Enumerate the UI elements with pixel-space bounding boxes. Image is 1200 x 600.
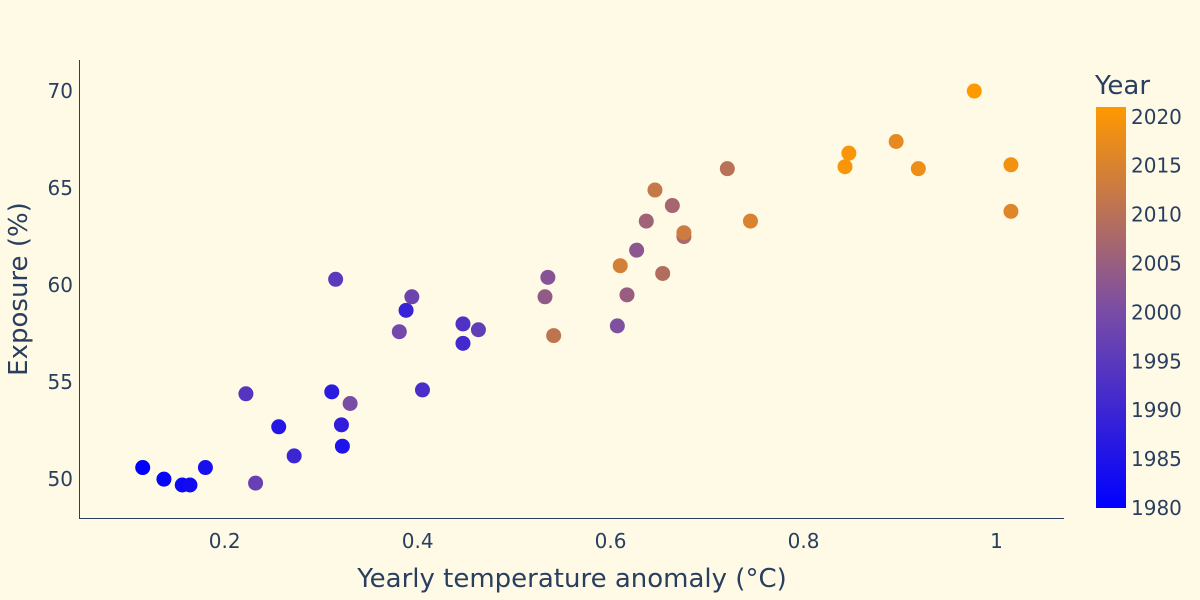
scatter-point — [333, 417, 349, 433]
scatter-point — [197, 460, 213, 476]
x-axis-title: Yearly temperature anomaly (°C) — [356, 564, 787, 594]
scatter-point — [619, 287, 635, 303]
scatter-point — [638, 213, 654, 229]
scatter-point — [537, 289, 553, 305]
scatter-point — [966, 83, 982, 99]
scatter-point — [629, 242, 645, 258]
scatter-point — [841, 145, 857, 161]
scatter-point — [719, 161, 735, 177]
x-axis-ticks: 0.2 0.4 0.6 0.8 1 — [209, 529, 1003, 553]
scatter-point — [271, 419, 287, 435]
y-tick-label: 50 — [48, 467, 73, 491]
scatter-point — [238, 386, 254, 402]
scatter-point — [742, 213, 758, 229]
scatter-point — [324, 384, 340, 400]
x-tick-label: 1 — [990, 529, 1003, 553]
colorbar-tick-label: 2000 — [1131, 300, 1182, 324]
colorbar-tick-label: 2015 — [1131, 154, 1182, 178]
x-tick-label: 0.8 — [788, 529, 820, 553]
x-tick-label: 0.4 — [402, 529, 434, 553]
colorbar-tick-label: 1985 — [1131, 447, 1182, 471]
scatter-point — [182, 477, 198, 493]
x-tick-label: 0.2 — [209, 529, 241, 553]
colorbar-tick-label: 2020 — [1131, 105, 1182, 129]
scatter-point — [655, 265, 671, 281]
y-tick-label: 60 — [48, 273, 73, 297]
scatter-point — [888, 134, 904, 150]
scatter-point — [1003, 157, 1019, 173]
scatter-point — [328, 271, 344, 287]
y-tick-label: 65 — [48, 176, 73, 200]
colorbar-tick-label: 1990 — [1131, 398, 1182, 422]
scatter-point — [135, 460, 151, 476]
scatter-point — [455, 316, 471, 332]
scatter-point — [398, 302, 414, 318]
y-axis-title: Exposure (%) — [4, 202, 34, 376]
scatter-point — [404, 289, 420, 305]
y-axis-ticks: 50 55 60 65 70 — [48, 79, 73, 491]
scatter-point — [334, 438, 350, 454]
scatter-point — [286, 448, 302, 464]
colorbar-ticks: 1980 1985 1990 1995 2000 2005 2010 2015 2020 — [1131, 105, 1182, 520]
colorbar-tick-label: 2010 — [1131, 203, 1182, 227]
scatter-point — [156, 471, 172, 487]
scatter-points — [135, 83, 1019, 493]
colorbar — [1096, 107, 1126, 508]
scatter-point — [391, 324, 407, 340]
scatter-point — [647, 182, 663, 198]
scatter-point — [342, 396, 358, 411]
scatter-point — [455, 335, 471, 351]
y-tick-label: 55 — [48, 370, 73, 394]
scatter-point — [910, 161, 926, 177]
scatter-point — [248, 475, 264, 491]
scatter-point — [676, 225, 692, 241]
scatter-point — [1003, 203, 1019, 219]
colorbar-title: Year — [1094, 71, 1150, 101]
scatter-point — [837, 159, 853, 175]
scatter-point — [664, 198, 680, 214]
scatter-point — [546, 328, 562, 344]
scatter-point — [470, 322, 486, 338]
scatter-point — [612, 258, 628, 274]
colorbar-tick-label: 1995 — [1131, 349, 1182, 373]
scatter-point — [540, 269, 556, 285]
y-tick-label: 70 — [48, 79, 73, 103]
x-tick-label: 0.6 — [595, 529, 627, 553]
colorbar-tick-label: 2005 — [1131, 251, 1182, 275]
scatter-point — [609, 318, 625, 334]
colorbar-tick-label: 1980 — [1131, 496, 1182, 520]
scatter-point — [414, 382, 430, 398]
